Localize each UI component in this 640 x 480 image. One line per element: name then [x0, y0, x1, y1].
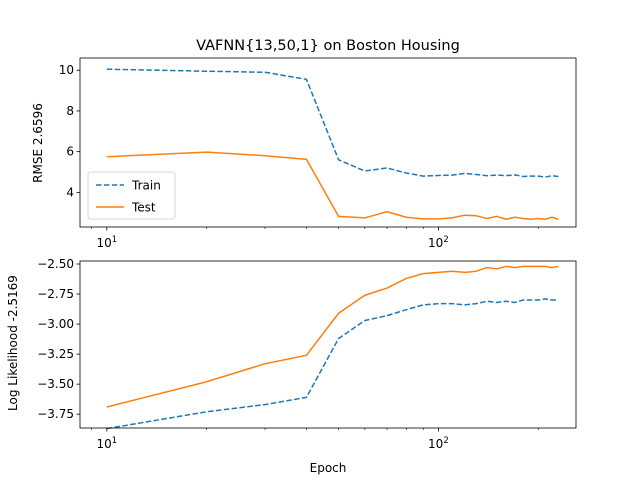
series-line-train [106, 68, 559, 178]
series-line-test [106, 151, 559, 221]
x-tick-label: 102 [428, 235, 449, 250]
legend-label-train: Train [131, 179, 161, 193]
legend-label-test: Test [131, 201, 156, 215]
y-tick-label: −2.75 [37, 287, 74, 301]
y-tick-label: 4 [66, 185, 74, 199]
y-tick-label: −2.50 [37, 257, 74, 271]
rmse-y-axis-label: RMSE 2.6596 [31, 103, 45, 183]
log-likelihood-y-axis-label: Log Likelihood -2.5169 [6, 275, 20, 411]
chart-title: VAFNN{13,50,1} on Boston Housing [196, 38, 460, 54]
x-tick-label: 101 [96, 436, 117, 451]
rmse-panel: VAFNN{13,50,1} on Boston Housing RMSE 2.… [31, 38, 577, 250]
y-tick-label: 6 [66, 145, 74, 159]
series-line-test [106, 265, 559, 408]
x-tick-label: 101 [96, 235, 117, 250]
log-likelihood-panel: Log Likelihood -2.5169 Epoch −3.75 −3.50 −… [6, 257, 577, 475]
y-tick-label: −3.25 [37, 347, 74, 361]
axes-frame [79, 260, 577, 429]
x-axis-label: Epoch [310, 461, 347, 475]
y-tick-label: −3.00 [37, 317, 74, 331]
y-tick-label: −3.75 [37, 407, 74, 421]
y-tick-label: −3.50 [37, 377, 74, 391]
axes-frame [79, 57, 577, 228]
y-tick-label: 10 [59, 63, 74, 77]
x-tick-label: 102 [428, 436, 449, 451]
series-line-train [106, 298, 559, 430]
y-tick-label: 8 [66, 104, 74, 118]
